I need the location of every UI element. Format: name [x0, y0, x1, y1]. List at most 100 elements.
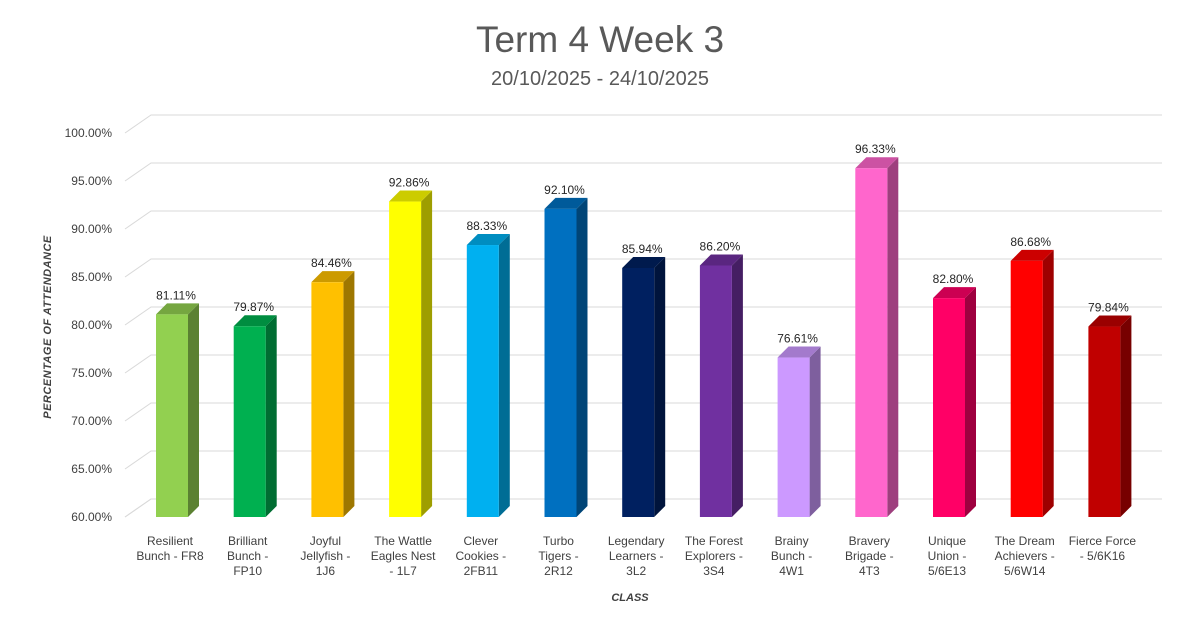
x-tick-label: Joyful Jellyfish -1J6	[300, 534, 350, 578]
bar-top	[389, 190, 433, 202]
gridline	[124, 210, 1162, 230]
bar-front	[855, 168, 888, 517]
bar-front	[1010, 260, 1043, 517]
bar	[777, 346, 821, 517]
x-tick-label: The Wattle Eagles Nest - 1L7	[371, 534, 436, 578]
bar-top	[1088, 315, 1132, 327]
gridline	[124, 162, 1162, 182]
data-label: 96.33%	[855, 142, 896, 156]
data-label: 82.80%	[933, 272, 974, 286]
bar-side	[887, 157, 899, 517]
data-label: 81.11%	[156, 288, 196, 302]
y-tick-label: 95.00%	[71, 174, 112, 188]
bar-front	[622, 267, 655, 517]
bar	[933, 287, 976, 517]
gridline	[124, 402, 1162, 422]
bar-side	[421, 190, 433, 517]
data-label: 76.61%	[777, 332, 818, 346]
bar-top	[777, 346, 821, 358]
bar	[699, 254, 743, 518]
data-label: 92.10%	[544, 183, 585, 197]
bar-top	[544, 197, 588, 209]
data-label: 86.68%	[1010, 235, 1051, 249]
x-tick-label: Turbo Tigers -2R12	[538, 534, 578, 578]
bar-side	[498, 234, 510, 518]
bar-top	[233, 315, 277, 327]
bar	[1010, 249, 1054, 517]
x-tick-label: Clever Cookies -2FB11	[455, 534, 506, 578]
data-label: 79.87%	[233, 300, 274, 314]
bar-front	[233, 326, 266, 517]
y-tick-label: 100.00%	[65, 126, 113, 140]
bar-side	[576, 197, 588, 517]
x-tick-label: The Dream Achievers -5/6W14	[995, 534, 1055, 578]
bar-top	[933, 287, 976, 299]
y-tick-label: 90.00%	[71, 222, 112, 236]
data-label: 79.84%	[1088, 301, 1129, 315]
bar-top	[1010, 249, 1054, 261]
bar	[855, 157, 899, 517]
x-axis-label: CLASS	[611, 592, 649, 604]
bar-top	[622, 256, 666, 268]
bars-layer	[156, 157, 1132, 518]
bar-side	[1120, 315, 1132, 517]
bar-side	[965, 287, 976, 517]
data-label: 86.20%	[700, 239, 741, 253]
bar	[544, 197, 588, 517]
y-tick-label: 70.00%	[71, 414, 112, 428]
bar-front	[466, 245, 499, 518]
gridline	[124, 114, 1162, 134]
gridline	[124, 450, 1162, 470]
data-label: 92.86%	[389, 176, 430, 190]
bar-front	[777, 357, 810, 517]
floor-edge	[124, 498, 152, 518]
x-tick-label: Bravery Brigade -4T3	[845, 534, 894, 578]
gridline	[124, 258, 1162, 278]
bar	[622, 256, 666, 517]
x-tick-label: Brilliant Bunch -FP10	[227, 534, 268, 578]
gridline	[124, 354, 1162, 374]
x-tick-label: The Forest Explorers -3S4	[685, 534, 744, 578]
x-tick-label: Fierce Force - 5/6K16	[1069, 534, 1137, 563]
y-tick-label: 60.00%	[71, 510, 112, 524]
y-tick-label: 85.00%	[71, 270, 112, 284]
bar-side	[343, 271, 355, 517]
bar	[156, 303, 199, 517]
bar-side	[809, 346, 821, 517]
x-tick-label: Unique Union -5/6E13	[928, 534, 967, 578]
data-label: 84.46%	[311, 256, 352, 270]
bar	[311, 271, 355, 517]
chart-title: Term 4 Week 3	[476, 19, 724, 60]
x-tick-label: Legendary Learners -3L2	[608, 534, 665, 578]
bar-front	[544, 208, 577, 517]
bar-side	[731, 254, 743, 518]
data-label: 85.94%	[622, 242, 663, 256]
bar-top	[311, 271, 355, 283]
bar-front	[933, 298, 965, 517]
bar-front	[389, 201, 422, 517]
bar	[1088, 315, 1132, 517]
bar-front	[699, 265, 732, 517]
bar-top	[699, 254, 743, 266]
bar-front	[156, 314, 188, 517]
labels-layer: 60.00% 65.00% 70.00% 75.00% 80.00% 85.00% 90.0…	[65, 126, 1137, 578]
bar-front	[1088, 326, 1121, 517]
x-tick-label: Resilient Bunch - FR8	[136, 534, 204, 563]
bar-front	[311, 282, 344, 517]
bar-top	[855, 157, 899, 169]
bar	[389, 190, 433, 517]
y-axis-label: PERCENTAGE OF ATTENDANCE	[42, 235, 54, 419]
bar	[233, 315, 277, 517]
bar-side	[188, 303, 199, 517]
x-tick-label: Brainy Bunch -4W1	[771, 534, 812, 578]
bar-side	[654, 256, 666, 517]
y-tick-label: 65.00%	[71, 462, 112, 476]
bar	[466, 234, 510, 518]
y-tick-label: 75.00%	[71, 366, 112, 380]
y-tick-label: 80.00%	[71, 318, 112, 332]
data-label: 88.33%	[466, 219, 507, 233]
bar-top	[466, 234, 510, 246]
gridline	[124, 306, 1162, 326]
